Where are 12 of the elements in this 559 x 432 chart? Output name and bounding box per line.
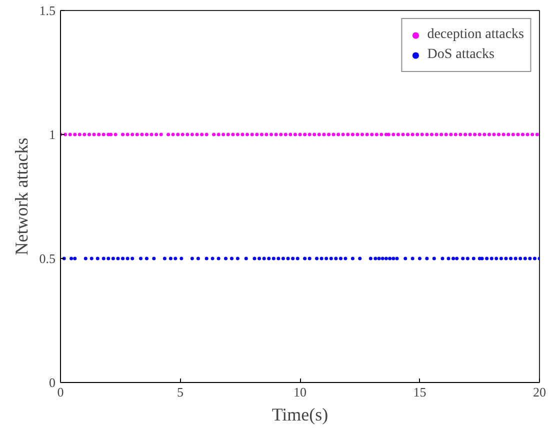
x-tick-label: 15 bbox=[413, 384, 426, 400]
y-tick-label: 0.5 bbox=[39, 251, 56, 266]
y-tick-label: 1 bbox=[49, 127, 56, 142]
y-axis-title: Network attacks bbox=[11, 138, 32, 256]
x-tick-label: 10 bbox=[294, 384, 306, 400]
x-tick-label: 20 bbox=[533, 384, 546, 400]
x-axis-title: Time(s) bbox=[272, 404, 328, 424]
y-tick-label: 1.5 bbox=[39, 3, 56, 18]
legend-label: DoS attacks bbox=[427, 47, 494, 63]
x-tick-label: 5 bbox=[177, 384, 184, 400]
y-tick-label: 0 bbox=[49, 375, 56, 390]
legend-label: deception attacks bbox=[427, 27, 524, 43]
